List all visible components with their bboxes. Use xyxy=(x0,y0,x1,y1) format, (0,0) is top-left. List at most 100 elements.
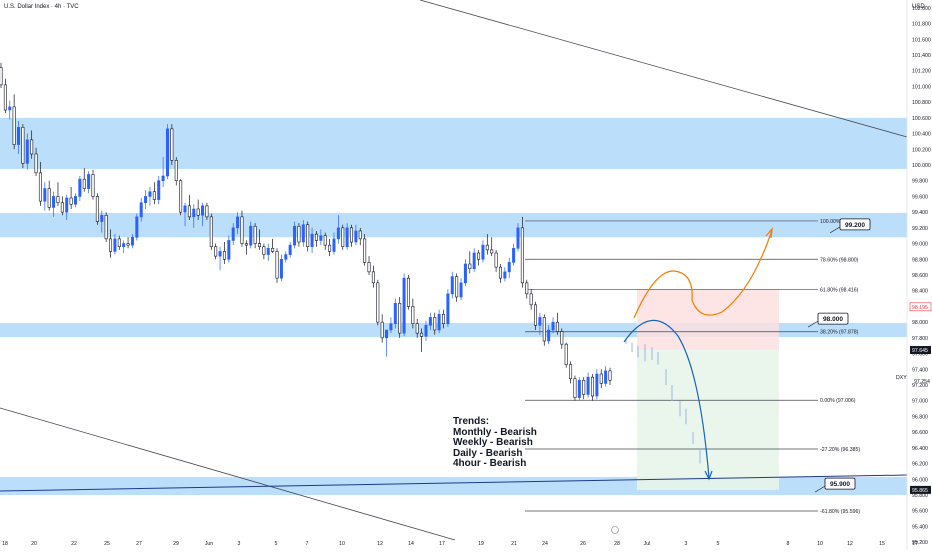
candle[interactable] xyxy=(205,202,209,220)
candle[interactable] xyxy=(244,240,248,255)
candle[interactable] xyxy=(494,249,498,272)
candle[interactable] xyxy=(192,204,196,228)
candle[interactable] xyxy=(599,369,603,389)
candle[interactable] xyxy=(450,271,454,299)
candle[interactable] xyxy=(126,237,130,249)
candle[interactable] xyxy=(135,213,139,241)
candle[interactable] xyxy=(201,202,205,227)
candle[interactable] xyxy=(354,224,358,246)
candle[interactable] xyxy=(459,278,463,301)
candle[interactable] xyxy=(332,232,336,255)
candle[interactable] xyxy=(555,312,559,335)
candle[interactable] xyxy=(196,199,200,220)
candle[interactable] xyxy=(165,124,169,180)
candle[interactable] xyxy=(367,256,371,275)
candle[interactable] xyxy=(442,309,446,329)
candle[interactable] xyxy=(385,329,389,357)
candle[interactable] xyxy=(17,121,21,154)
candle[interactable] xyxy=(279,254,283,282)
candle[interactable] xyxy=(174,157,178,186)
candle[interactable] xyxy=(306,221,310,252)
candle[interactable] xyxy=(240,210,244,247)
support-trendline[interactable] xyxy=(0,474,908,492)
candle[interactable] xyxy=(472,248,476,272)
candle[interactable] xyxy=(65,194,69,220)
candle[interactable] xyxy=(187,194,191,220)
candle[interactable] xyxy=(551,317,555,334)
candle[interactable] xyxy=(100,210,104,233)
candle[interactable] xyxy=(253,223,257,249)
candle[interactable] xyxy=(503,267,507,282)
candle[interactable] xyxy=(266,243,270,261)
candle[interactable] xyxy=(507,257,511,279)
candle[interactable] xyxy=(363,234,367,266)
candle[interactable] xyxy=(323,232,327,250)
candle[interactable] xyxy=(21,124,25,169)
candle[interactable] xyxy=(56,182,60,206)
stop-loss-zone[interactable] xyxy=(637,289,779,351)
candle[interactable] xyxy=(512,243,516,266)
candle[interactable] xyxy=(209,213,213,250)
candle[interactable] xyxy=(590,374,594,401)
candle[interactable] xyxy=(415,319,419,338)
candle[interactable] xyxy=(577,377,581,401)
candle[interactable] xyxy=(406,275,410,310)
price-callout[interactable]: 98.000 xyxy=(807,312,849,328)
candle[interactable] xyxy=(420,328,424,352)
candle[interactable] xyxy=(170,124,174,165)
candle[interactable] xyxy=(113,234,117,255)
candle[interactable] xyxy=(288,242,292,258)
candle[interactable] xyxy=(275,248,279,283)
candle[interactable] xyxy=(468,251,472,274)
trends-annotation[interactable]: Trends: Monthly - Bearish Weekly - Beari… xyxy=(453,416,537,470)
candle[interactable] xyxy=(284,251,288,263)
candle[interactable] xyxy=(157,176,161,205)
bullish-projection-path[interactable] xyxy=(633,229,773,319)
candle[interactable] xyxy=(218,246,222,271)
candle[interactable] xyxy=(393,298,397,329)
candle[interactable] xyxy=(560,328,564,349)
candle[interactable] xyxy=(582,377,586,400)
candle[interactable] xyxy=(293,221,297,249)
candle[interactable] xyxy=(428,312,432,330)
candle[interactable] xyxy=(525,279,529,299)
candle[interactable] xyxy=(87,171,91,194)
candle[interactable] xyxy=(573,375,577,401)
upper-trendline[interactable] xyxy=(419,0,908,138)
candle[interactable] xyxy=(117,235,121,250)
candle[interactable] xyxy=(498,264,502,283)
candle[interactable] xyxy=(297,223,301,247)
candle[interactable] xyxy=(586,372,590,398)
candle[interactable] xyxy=(38,161,42,206)
candle[interactable] xyxy=(249,221,253,249)
candle[interactable] xyxy=(328,238,332,257)
candle[interactable] xyxy=(179,179,183,216)
candle[interactable] xyxy=(25,133,29,170)
candle[interactable] xyxy=(564,342,568,368)
candle[interactable] xyxy=(319,229,323,246)
candle[interactable] xyxy=(152,182,156,205)
bearish-projection-path[interactable] xyxy=(623,319,710,479)
candle[interactable] xyxy=(345,223,349,250)
price-callout[interactable]: 99.200 xyxy=(829,218,871,234)
candle[interactable] xyxy=(437,309,441,334)
candle[interactable] xyxy=(569,361,573,384)
candle[interactable] xyxy=(336,215,340,244)
candle[interactable] xyxy=(122,240,126,253)
candle[interactable] xyxy=(8,100,12,120)
candle[interactable] xyxy=(47,180,51,211)
candle[interactable] xyxy=(148,187,152,206)
zone-0[interactable] xyxy=(0,117,907,169)
candle[interactable] xyxy=(78,176,82,202)
candle[interactable] xyxy=(3,78,7,114)
candle[interactable] xyxy=(30,130,34,159)
candle[interactable] xyxy=(144,190,148,209)
candle[interactable] xyxy=(446,289,450,327)
candle[interactable] xyxy=(376,279,380,326)
candle[interactable] xyxy=(91,169,95,200)
candle[interactable] xyxy=(52,191,56,217)
candle[interactable] xyxy=(398,297,402,338)
candle[interactable] xyxy=(542,314,546,346)
candle[interactable] xyxy=(183,202,187,227)
